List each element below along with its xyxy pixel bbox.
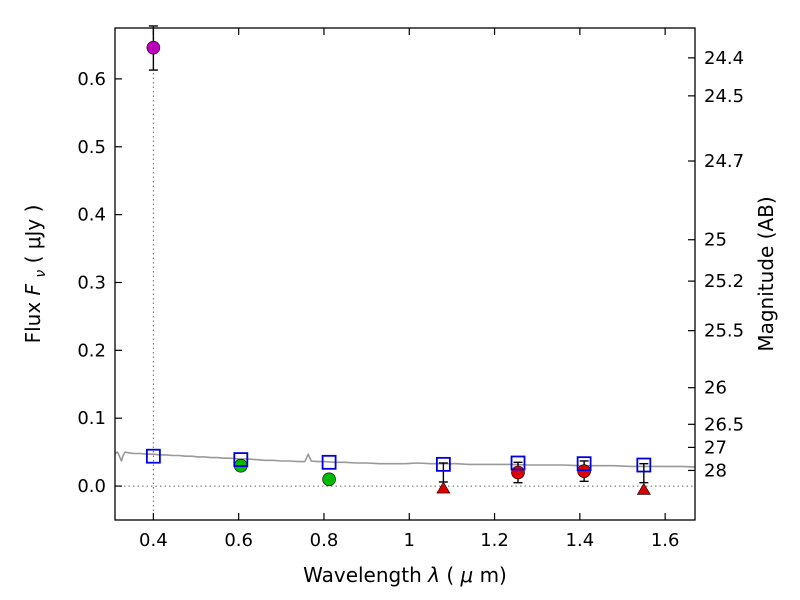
x-tick-label: 1.4 (566, 530, 595, 551)
photometry-point (322, 472, 336, 487)
x-axis-label-unit: m) (480, 563, 507, 587)
flux-label-word: Flux (21, 295, 45, 343)
x-axis-label-word: Wavelength (303, 563, 428, 587)
mu-symbol: μ (459, 563, 473, 587)
x-tick-label: 1.6 (651, 530, 680, 551)
model-photometry-square (233, 452, 249, 468)
y-tick-label-left: 0.6 (77, 69, 106, 90)
x-tick-label: 0.4 (139, 530, 168, 551)
y-tick-label-right: 25.5 (704, 321, 744, 342)
x-tick-label: 1.2 (480, 530, 509, 551)
x-tick-label: 1 (404, 530, 415, 551)
lambda-symbol: λ (427, 563, 440, 587)
model-photometry-square (321, 454, 337, 470)
x-axis-label-paren: ( (446, 563, 454, 587)
y-axis-label-right: Magnitude (AB) (754, 196, 778, 351)
model-photometry-square (576, 456, 592, 472)
photometry-point (511, 465, 525, 480)
model-photometry-square (636, 457, 652, 473)
y-axis-label-left: Flux F ν ( μJy ) (21, 205, 50, 344)
model-photometry-square (435, 456, 451, 472)
flux-symbol: F (21, 283, 45, 295)
y-tick-label-left: 0.3 (77, 272, 106, 293)
y-tick-label-right: 27 (704, 437, 727, 458)
y-tick-label-right: 26.5 (704, 414, 744, 435)
y-tick-label-right: 25.2 (704, 271, 744, 292)
x-axis-label: Wavelength λ ( μ m) (303, 563, 507, 587)
y-tick-label-left: 0.5 (77, 137, 106, 158)
x-tick-label: 0.8 (310, 530, 339, 551)
photometry-point (577, 464, 591, 478)
y-tick-label-right: 26 (704, 378, 727, 399)
upper-limit-triangle (436, 481, 451, 494)
y-tick-label-left: 0.1 (77, 408, 106, 429)
x-tick-label: 0.6 (224, 530, 253, 551)
flux-unit: ( μJy ) (21, 205, 45, 264)
y-tick-label-left: 0.2 (77, 340, 106, 361)
model-photometry-square (145, 448, 161, 464)
y-tick-label-right: 25 (704, 230, 727, 251)
photometry-point (146, 40, 161, 55)
y-tick-label-right: 24.4 (704, 48, 744, 69)
plot-content: 0.4 0.6 0.8 1 1.2 1.4 1.6 0.0 0.1 0.2 0.3 0.4 0.5 0.6… (77, 25, 744, 551)
y-tick-label-right: 28 (704, 460, 727, 481)
upper-limit-triangle (636, 482, 651, 495)
model-spectrum-line (114, 451, 696, 468)
y-tick-label-left: 0.4 (77, 205, 106, 226)
y-tick-label-right: 24.5 (704, 86, 744, 107)
y-tick-label-right: 24.7 (704, 151, 744, 172)
model-photometry-square (510, 455, 526, 471)
axes-frame (114, 27, 696, 521)
y-tick-label-left: 0.0 (77, 476, 106, 497)
nu-subscript: ν (33, 270, 49, 278)
